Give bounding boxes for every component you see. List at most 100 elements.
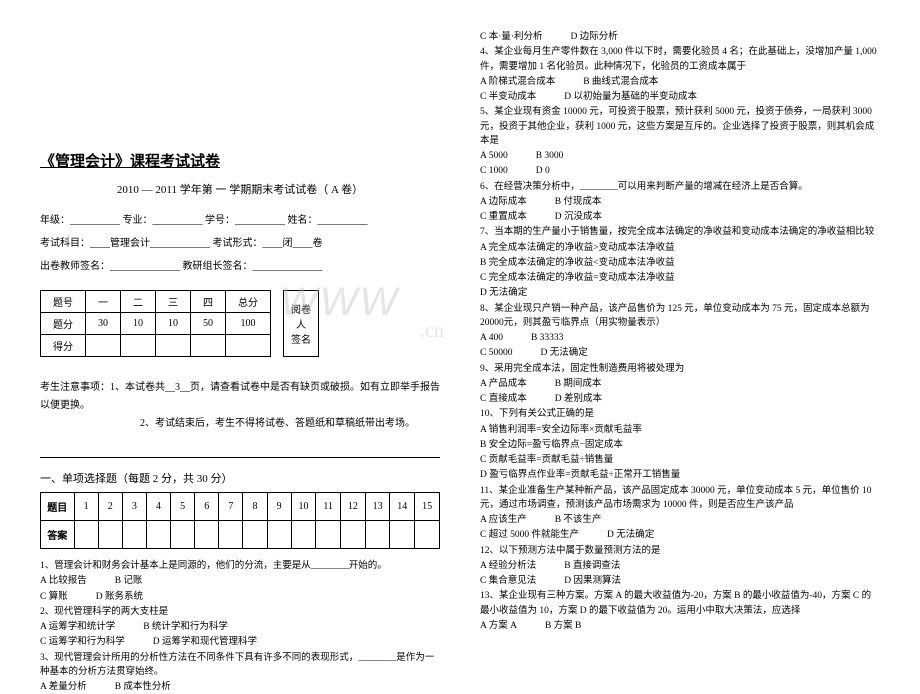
score-r3-3	[156, 335, 191, 357]
q1-opts2: C 算账D 账务系统	[40, 590, 440, 604]
ans-a3	[122, 521, 146, 549]
score-r2-2: 10	[121, 313, 156, 335]
ans-a7	[219, 521, 243, 549]
q1: 1、管理会计和财务会计基本上是同源的，他们的分流，主要是从________开始的…	[40, 559, 440, 573]
q2-opts2: C 运筹学和行为科学D 运筹学和现代管理科学	[40, 635, 440, 649]
q4-opts2: C 半变动成本D 以初始量为基础的半变动成本	[480, 90, 880, 104]
score-h2: 二	[121, 291, 156, 313]
q9-opts2: C 直接成本D 差别成本	[480, 392, 880, 406]
q11-opts1: A 应该生产B 不该生产	[480, 513, 880, 527]
q2: 2、现代管理科学的两大支柱是	[40, 605, 440, 619]
ans-c12: 12	[341, 493, 366, 521]
q4: 4、某企业每月生产零件数在 3,000 件以下时，需要化验员 4 名；在此基础上…	[480, 45, 880, 74]
info-line-2: 考试科目：____管理会计____________ 考试形式：____闭____…	[40, 234, 440, 249]
score-r3-4	[191, 335, 226, 357]
ans-c3: 3	[122, 493, 146, 521]
score-h1: 一	[86, 291, 121, 313]
ans-c6: 6	[195, 493, 219, 521]
score-h0: 题号	[41, 291, 86, 313]
q6-opts2: C 重置成本D 沉没成本	[480, 210, 880, 224]
info-line-3: 出卷教师签名：______________ 教研组长签名：___________…	[40, 257, 440, 272]
q11-opts2: C 超过 5000 件就能生产D 无法确定	[480, 528, 880, 542]
ans-c10: 10	[291, 493, 316, 521]
q6: 6、在经营决策分析中，________可以用来判断产量的增减在经济上是否合算。	[480, 180, 880, 194]
q13-opts1: A 方案 AB 方案 B	[480, 619, 880, 633]
page-title: 《管理会计》课程考试试卷	[40, 150, 440, 171]
ans-c8: 8	[243, 493, 267, 521]
q9-opts1: A 产品成本B 期间成本	[480, 377, 880, 391]
ans-c1: 1	[74, 493, 98, 521]
ans-a5	[171, 521, 195, 549]
q12-opts1: A 经验分析法B 直接调查法	[480, 559, 880, 573]
score-r3-0: 得分	[41, 335, 86, 357]
ans-c2: 2	[98, 493, 122, 521]
divider	[40, 457, 440, 458]
q7d: D 无法确定	[480, 286, 880, 300]
ans-a13	[365, 521, 390, 549]
answer-table: 题目 123456789101112131415 答案	[40, 492, 440, 549]
ans-a4	[146, 521, 170, 549]
score-h4: 四	[191, 291, 226, 313]
page-subtitle: 2010 — 2011 学年第 一 学期期末考试试卷（ A 卷）	[40, 181, 440, 197]
q8: 8、某企业现只产销一种产品，该产品售价为 125 元，单位变动成本为 75 元，…	[480, 302, 880, 331]
score-table: 题号 一 二 三 四 总分 题分 30 10 10 50 100 得分	[40, 290, 271, 357]
q3: 3、现代管理会计所用的分析性方法在不同条件下具有许多不同的表现形式，______…	[40, 651, 440, 680]
reviewer-table: 阅卷人 签名	[283, 290, 319, 357]
q9: 9、采用完全成本法，固定性制造费用将被处理为	[480, 362, 880, 376]
notice-2: 2、考试结束后，考生不得将试卷、答题纸和草稿纸带出考场。	[40, 415, 440, 433]
ans-a11	[316, 521, 341, 549]
ans-c4: 4	[146, 493, 170, 521]
ans-c15: 15	[415, 493, 440, 521]
ans-c14: 14	[390, 493, 415, 521]
ans-a12	[341, 521, 366, 549]
q3-opts2: C 本·量·利分析D 边际分析	[480, 30, 880, 44]
score-r3-1	[86, 335, 121, 357]
q12-opts2: C 集合意见法D 因果测算法	[480, 574, 880, 588]
q5-opts2: C 1000D 0	[480, 164, 880, 178]
q7b: B 完全成本法确定的净收益<变动成本法净收益	[480, 256, 880, 270]
ans-a14	[390, 521, 415, 549]
q7: 7、当本期的生产量小于销售量，按完全成本法确定的净收益和变动成本法确定的净收益相…	[480, 225, 880, 239]
ans-row1-label: 题目	[41, 493, 75, 521]
score-r3-2	[121, 335, 156, 357]
ans-a15	[415, 521, 440, 549]
q10: 10、下列有关公式正确的是	[480, 407, 880, 421]
ans-a9	[267, 521, 291, 549]
ans-c5: 5	[171, 493, 195, 521]
q12: 12、以下预测方法中属于数量预测方法的是	[480, 544, 880, 558]
reviewer-label: 阅卷人 签名	[284, 291, 319, 357]
info-line-1: 年级：__________ 专业：__________ 学号：_________…	[40, 211, 440, 226]
q3-opts1: A 差量分析B 成本性分析	[40, 680, 440, 694]
q13: 13、某企业现有三种方案。方案 A 的最大收益值为-20，方案 B 的最小收益值…	[480, 589, 880, 618]
score-h3: 三	[156, 291, 191, 313]
ans-a6	[195, 521, 219, 549]
q10a: A 销售利润率=安全边际率×贡献毛益率	[480, 423, 880, 437]
q8-opts1: A 400B 33333	[480, 331, 880, 345]
ans-c9: 9	[267, 493, 291, 521]
q11: 11、某企业准备生产某种新产品，该产品固定成本 30000 元，单位变动成本 5…	[480, 484, 880, 513]
notice-block: 考生注意事项：1、本试卷共__3__页，请查看试卷中是否有缺页或破损。如有立即举…	[40, 379, 440, 433]
score-r3-5	[226, 335, 271, 357]
section1-title: 一、单项选择题（每题 2 分，共 30 分）	[40, 470, 440, 486]
q1-opts1: A 比较报告B 记账	[40, 574, 440, 588]
q5-opts1: A 5000B 3000	[480, 149, 880, 163]
ans-c13: 13	[365, 493, 390, 521]
q5: 5、某企业现有资金 10000 元，可投资于股票，预计获利 5000 元，投资于…	[480, 105, 880, 148]
q10c: C 贡献毛益率=贡献毛益÷销售量	[480, 453, 880, 467]
score-r2-3: 10	[156, 313, 191, 335]
notice-1: 考生注意事项：1、本试卷共__3__页，请查看试卷中是否有缺页或破损。如有立即举…	[40, 379, 440, 415]
q8-opts2: C 50000D 无法确定	[480, 346, 880, 360]
score-h5: 总分	[226, 291, 271, 313]
ans-row2-label: 答案	[41, 521, 75, 549]
ans-c11: 11	[316, 493, 341, 521]
q7c: C 完全成本法确定的净收益=变动成本法净收益	[480, 271, 880, 285]
score-r2-4: 50	[191, 313, 226, 335]
ans-c7: 7	[219, 493, 243, 521]
ans-a8	[243, 521, 267, 549]
q10d: D 盈亏临界点作业率=贡献毛益÷正常开工销售量	[480, 468, 880, 482]
q2-opts1: A 运筹学和统计学B 统计学和行为科学	[40, 620, 440, 634]
q7a: A 完全成本法确定的净收益>变动成本法净收益	[480, 241, 880, 255]
score-r2-1: 30	[86, 313, 121, 335]
score-r2-0: 题分	[41, 313, 86, 335]
score-r2-5: 100	[226, 313, 271, 335]
